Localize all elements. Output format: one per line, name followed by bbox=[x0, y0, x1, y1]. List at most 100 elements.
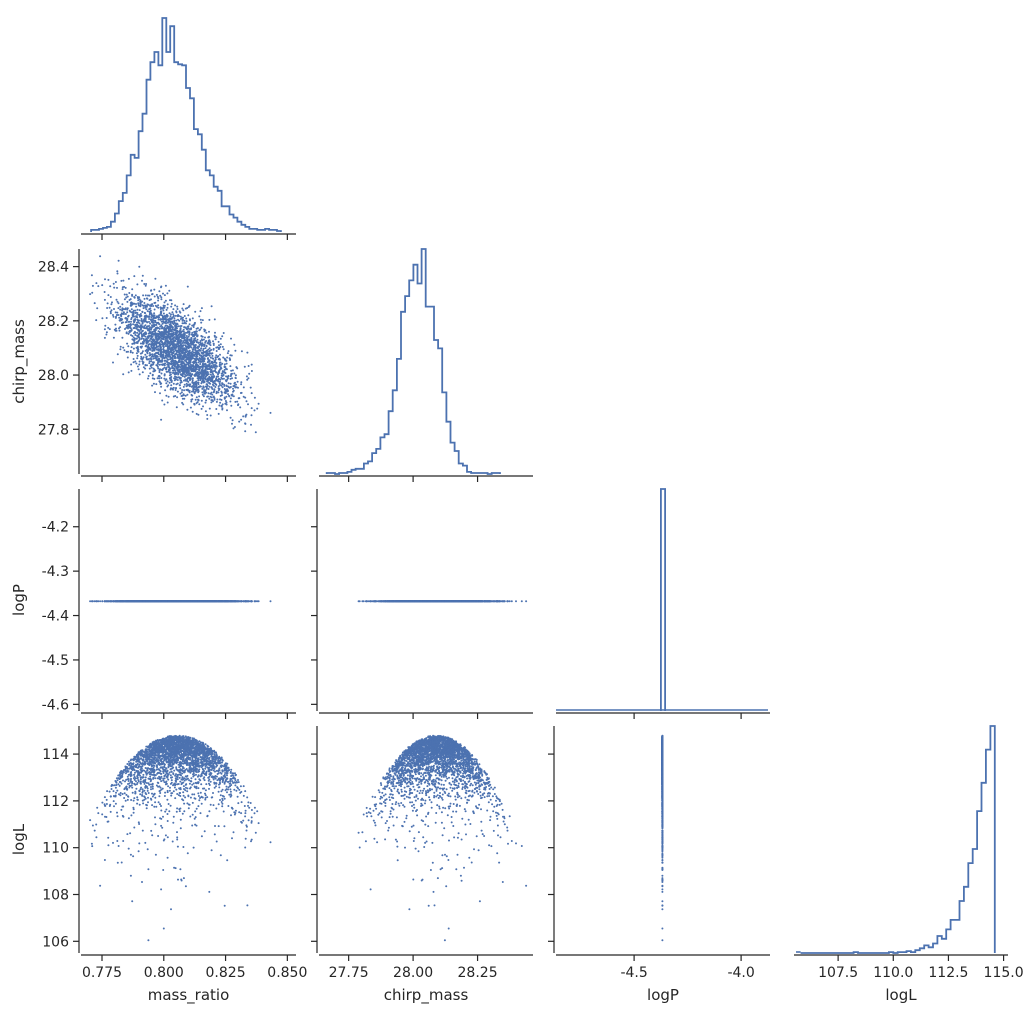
scatter-point bbox=[170, 340, 172, 342]
scatter-point bbox=[181, 391, 183, 393]
scatter-point bbox=[177, 369, 179, 371]
scatter-point bbox=[95, 282, 97, 284]
scatter-point bbox=[104, 291, 106, 293]
scatter-point bbox=[184, 315, 186, 317]
scatter-point bbox=[214, 362, 216, 364]
scatter-point bbox=[187, 331, 189, 333]
scatter-point bbox=[200, 358, 202, 360]
scatter-point bbox=[174, 340, 176, 342]
scatter-point bbox=[133, 312, 135, 314]
scatter-point bbox=[192, 357, 194, 359]
scatter-point bbox=[131, 338, 133, 340]
scatter-point bbox=[137, 296, 139, 298]
scatter-point bbox=[133, 332, 135, 334]
scatter-point bbox=[130, 318, 132, 320]
scatter-point bbox=[148, 375, 150, 377]
scatter-point bbox=[146, 306, 148, 308]
scatter-point bbox=[220, 377, 222, 379]
scatter-point bbox=[183, 333, 185, 335]
scatter-point bbox=[180, 363, 182, 365]
scatter-point bbox=[182, 350, 184, 352]
scatter-point bbox=[167, 303, 169, 305]
scatter-point bbox=[166, 315, 168, 317]
scatter-point bbox=[209, 342, 211, 344]
scatter-point bbox=[112, 314, 114, 316]
scatter-point bbox=[197, 379, 199, 381]
scatter-point bbox=[166, 364, 168, 366]
scatter-point bbox=[128, 324, 130, 326]
scatter-point bbox=[202, 336, 204, 338]
scatter-point bbox=[200, 347, 202, 349]
scatter-point bbox=[202, 319, 204, 321]
scatter-point bbox=[167, 380, 169, 382]
scatter-point bbox=[162, 364, 164, 366]
scatter-point bbox=[182, 322, 184, 324]
scatter-point bbox=[153, 312, 155, 314]
scatter-point bbox=[101, 317, 103, 319]
scatter-point bbox=[225, 360, 227, 362]
scatter-point bbox=[101, 284, 103, 286]
scatter-point bbox=[236, 401, 238, 403]
scatter-point bbox=[183, 344, 185, 346]
scatter-point bbox=[203, 364, 205, 366]
scatter-point bbox=[172, 338, 174, 340]
scatter-point bbox=[206, 383, 208, 385]
scatter-point bbox=[202, 376, 204, 378]
scatter-point bbox=[206, 368, 208, 370]
scatter-point bbox=[181, 308, 183, 310]
scatter-point bbox=[162, 368, 164, 370]
scatter-point bbox=[113, 337, 115, 339]
scatter-point bbox=[216, 350, 218, 352]
scatter-point bbox=[170, 348, 172, 350]
scatter-point bbox=[174, 370, 176, 372]
scatter-point bbox=[195, 348, 197, 350]
scatter-point bbox=[138, 266, 140, 268]
scatter-point bbox=[182, 317, 184, 319]
scatter-point bbox=[162, 316, 164, 318]
scatter-point bbox=[164, 360, 166, 362]
scatter-point bbox=[200, 319, 202, 321]
scatter-point bbox=[177, 391, 179, 393]
scatter-point bbox=[226, 388, 228, 390]
scatter-point bbox=[145, 350, 147, 352]
scatter-point bbox=[128, 371, 130, 373]
scatter-point bbox=[157, 296, 159, 298]
scatter-point bbox=[202, 385, 204, 387]
scatter-point bbox=[213, 391, 215, 393]
scatter-point bbox=[210, 344, 212, 346]
scatter-point bbox=[134, 361, 136, 363]
scatter-point bbox=[180, 377, 182, 379]
scatter-point bbox=[157, 368, 159, 370]
scatter-point bbox=[154, 357, 156, 359]
scatter-point bbox=[201, 338, 203, 340]
scatter-point bbox=[181, 402, 183, 404]
scatter-point bbox=[146, 321, 148, 323]
scatter-point bbox=[197, 382, 199, 384]
scatter-point bbox=[244, 366, 246, 368]
scatter-point bbox=[150, 329, 152, 331]
scatter-point bbox=[185, 350, 187, 352]
scatter-point bbox=[210, 415, 212, 417]
scatter-point bbox=[165, 341, 167, 343]
scatter-point bbox=[198, 399, 200, 401]
scatter-point bbox=[164, 294, 166, 296]
scatter-point bbox=[197, 387, 199, 389]
scatter-point bbox=[183, 329, 185, 331]
scatter-point bbox=[207, 361, 209, 363]
scatter-point bbox=[189, 305, 191, 307]
scatter-point bbox=[235, 374, 237, 376]
scatter-point bbox=[178, 320, 180, 322]
scatter-point bbox=[158, 377, 160, 379]
scatter-point bbox=[171, 353, 173, 355]
scatter-point bbox=[167, 307, 169, 309]
scatter-point bbox=[166, 371, 168, 373]
scatter-point bbox=[211, 361, 213, 363]
scatter-point bbox=[209, 408, 211, 410]
scatter-point bbox=[121, 307, 123, 309]
scatter-point bbox=[176, 396, 178, 398]
scatter-point bbox=[215, 356, 217, 358]
scatter-point bbox=[154, 320, 156, 322]
scatter-point bbox=[167, 384, 169, 386]
scatter-point bbox=[233, 395, 235, 397]
scatter-point bbox=[171, 311, 173, 313]
